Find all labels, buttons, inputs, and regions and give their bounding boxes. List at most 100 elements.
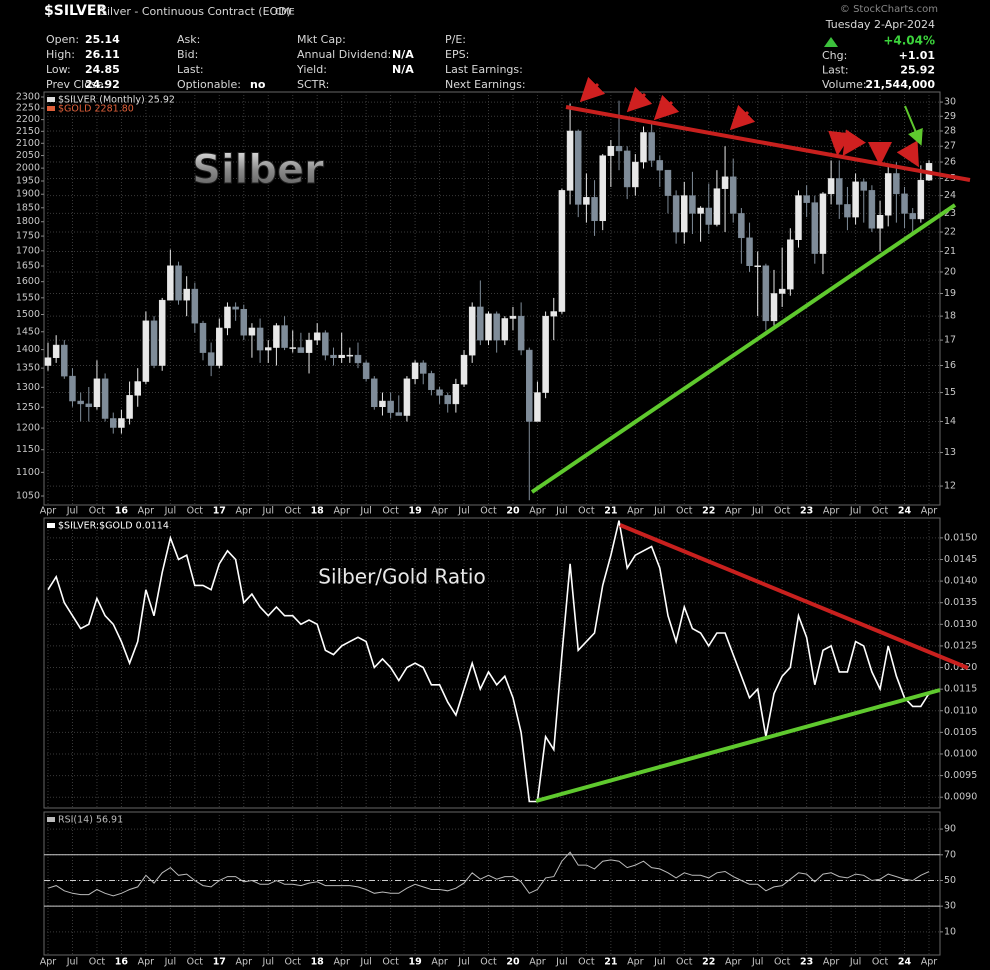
y-tick-label: 1700 xyxy=(16,245,40,256)
field-value: 25.92 xyxy=(900,64,935,77)
y-tick-label: 12 xyxy=(944,481,956,492)
candle-body xyxy=(623,150,631,188)
field-label: Volume: xyxy=(822,78,867,91)
legend-swatch xyxy=(47,106,55,111)
x-tick-label: Oct xyxy=(187,957,204,968)
candle-body xyxy=(819,193,827,254)
candle-body xyxy=(199,322,207,353)
candle-body xyxy=(346,354,354,357)
y-tick-label: 21 xyxy=(944,246,956,257)
candle-body xyxy=(395,412,403,416)
y-tick-label: 18 xyxy=(944,311,956,322)
x-tick-label: Oct xyxy=(480,506,497,517)
candle-body xyxy=(403,378,411,416)
candle-body xyxy=(664,169,672,196)
candle-body xyxy=(787,239,794,290)
candle-body xyxy=(884,173,892,216)
x-tick-label: Oct xyxy=(872,506,889,517)
candle-body xyxy=(615,145,623,152)
field-label: EPS: xyxy=(445,48,469,61)
candle-body xyxy=(77,400,84,405)
candle-body xyxy=(656,160,664,171)
x-tick-label: Jul xyxy=(359,957,371,968)
candle-body xyxy=(746,237,753,267)
candle-body xyxy=(909,213,916,220)
candle-body xyxy=(142,320,150,382)
y-tick-label: 1300 xyxy=(16,382,40,393)
y-tick-label: 13 xyxy=(944,447,956,458)
legend-swatch xyxy=(47,523,55,528)
exchange: CME xyxy=(275,8,295,18)
arrow xyxy=(653,94,680,121)
x-tick-label: Oct xyxy=(382,957,399,968)
candle-body xyxy=(110,418,117,428)
x-tick-label: Jul xyxy=(457,506,469,517)
x-tick-label: Apr xyxy=(138,506,155,517)
candle-body xyxy=(583,197,590,205)
x-tick-label: Oct xyxy=(480,957,497,968)
panel-frame xyxy=(43,517,941,809)
candle-body xyxy=(93,378,101,408)
x-tick-label: Jul xyxy=(164,957,176,968)
candle-body xyxy=(240,308,248,336)
y-tick-label: 0.0095 xyxy=(944,770,977,781)
x-tick-label: 21 xyxy=(604,957,617,968)
candle-body xyxy=(648,132,655,161)
candle-body xyxy=(313,332,321,341)
x-tick-label: Jul xyxy=(164,506,176,517)
candle-body xyxy=(330,354,337,358)
x-tick-label: Apr xyxy=(529,506,546,517)
y-tick-label: 30 xyxy=(944,901,956,912)
watermark: © StockCharts.com xyxy=(840,4,938,15)
y-tick-label: 20 xyxy=(944,266,956,277)
x-tick-label: Oct xyxy=(578,506,595,517)
y-tick-label: 2050 xyxy=(16,150,40,161)
x-tick-label: Oct xyxy=(774,957,791,968)
candle-body xyxy=(901,193,908,214)
candle-body xyxy=(460,354,468,385)
y-tick-label: 25 xyxy=(944,173,956,184)
candle-body xyxy=(354,354,362,364)
field-label: Optionable: xyxy=(177,78,241,91)
candle-body xyxy=(256,327,264,351)
y-tick-label: 30 xyxy=(944,97,956,108)
field-label: Yield: xyxy=(296,63,327,76)
x-tick-label: 24 xyxy=(898,957,912,968)
support-line xyxy=(530,203,957,494)
x-tick-label: Apr xyxy=(431,506,448,517)
field-label: Next Earnings: xyxy=(445,78,526,91)
y-tick-label: 0.0140 xyxy=(944,576,977,587)
y-tick-label: 1650 xyxy=(16,261,40,272)
resistance-line xyxy=(619,523,969,670)
field-label: Annual Dividend: xyxy=(297,48,391,61)
field-value: 26.11 xyxy=(85,48,120,61)
candle-body xyxy=(893,173,900,195)
x-tick-label: Apr xyxy=(236,957,253,968)
x-tick-label: 16 xyxy=(115,506,129,517)
x-tick-label: Apr xyxy=(823,506,840,517)
candle-body xyxy=(371,378,378,408)
x-tick-label: Apr xyxy=(40,506,57,517)
x-tick-label: 18 xyxy=(311,506,325,517)
field-label: Last: xyxy=(822,64,849,77)
arrow xyxy=(828,130,853,156)
x-tick-label: Apr xyxy=(333,957,350,968)
x-tick-label: 17 xyxy=(213,506,226,517)
candle-body xyxy=(428,373,435,391)
candle-body xyxy=(705,207,712,225)
x-tick-label: Jul xyxy=(849,506,861,517)
legend-swatch xyxy=(47,817,55,822)
y-tick-label: 0.0105 xyxy=(944,727,977,738)
candle-body xyxy=(85,403,93,408)
y-tick-label: 19 xyxy=(944,288,956,299)
candle-body xyxy=(419,362,427,374)
change-percent: +4.04% xyxy=(883,34,935,48)
description: Silver - Continuous Contract (EOD) xyxy=(100,5,291,18)
candle-body xyxy=(468,306,476,356)
candle-body xyxy=(778,288,786,294)
x-tick-label: 22 xyxy=(702,506,715,517)
candle-body xyxy=(876,215,884,229)
x-tick-label: Jul xyxy=(66,957,78,968)
candle-body xyxy=(852,181,859,218)
x-tick-label: Jul xyxy=(653,506,665,517)
